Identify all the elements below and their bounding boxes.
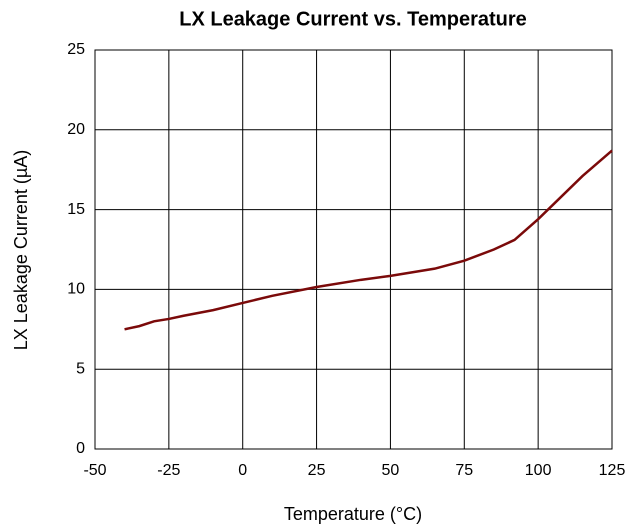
y-axis-label: LX Leakage Current (µA) [11,150,31,350]
y-tick-label: 15 [67,201,85,218]
chart-title: LX Leakage Current vs. Temperature [179,8,527,30]
y-tick-label: 5 [76,360,85,377]
x-tick-label: 50 [382,462,400,479]
y-tick-label: 0 [76,440,85,457]
plot-border [94,49,613,450]
y-tick-label: 20 [67,121,85,138]
x-tick-label: -25 [157,462,180,479]
x-tick-label: 75 [455,462,473,479]
x-axis-label: Temperature (°C) [284,504,422,524]
x-tick-label: -50 [83,462,106,479]
y-tick-label: 25 [67,41,85,58]
y-tick-label: 10 [67,281,85,298]
x-tick-label: 0 [238,462,247,479]
x-tick-label: 25 [308,462,326,479]
data-line [124,149,613,331]
x-tick-label: 100 [525,462,552,479]
x-tick-label: 125 [599,462,626,479]
